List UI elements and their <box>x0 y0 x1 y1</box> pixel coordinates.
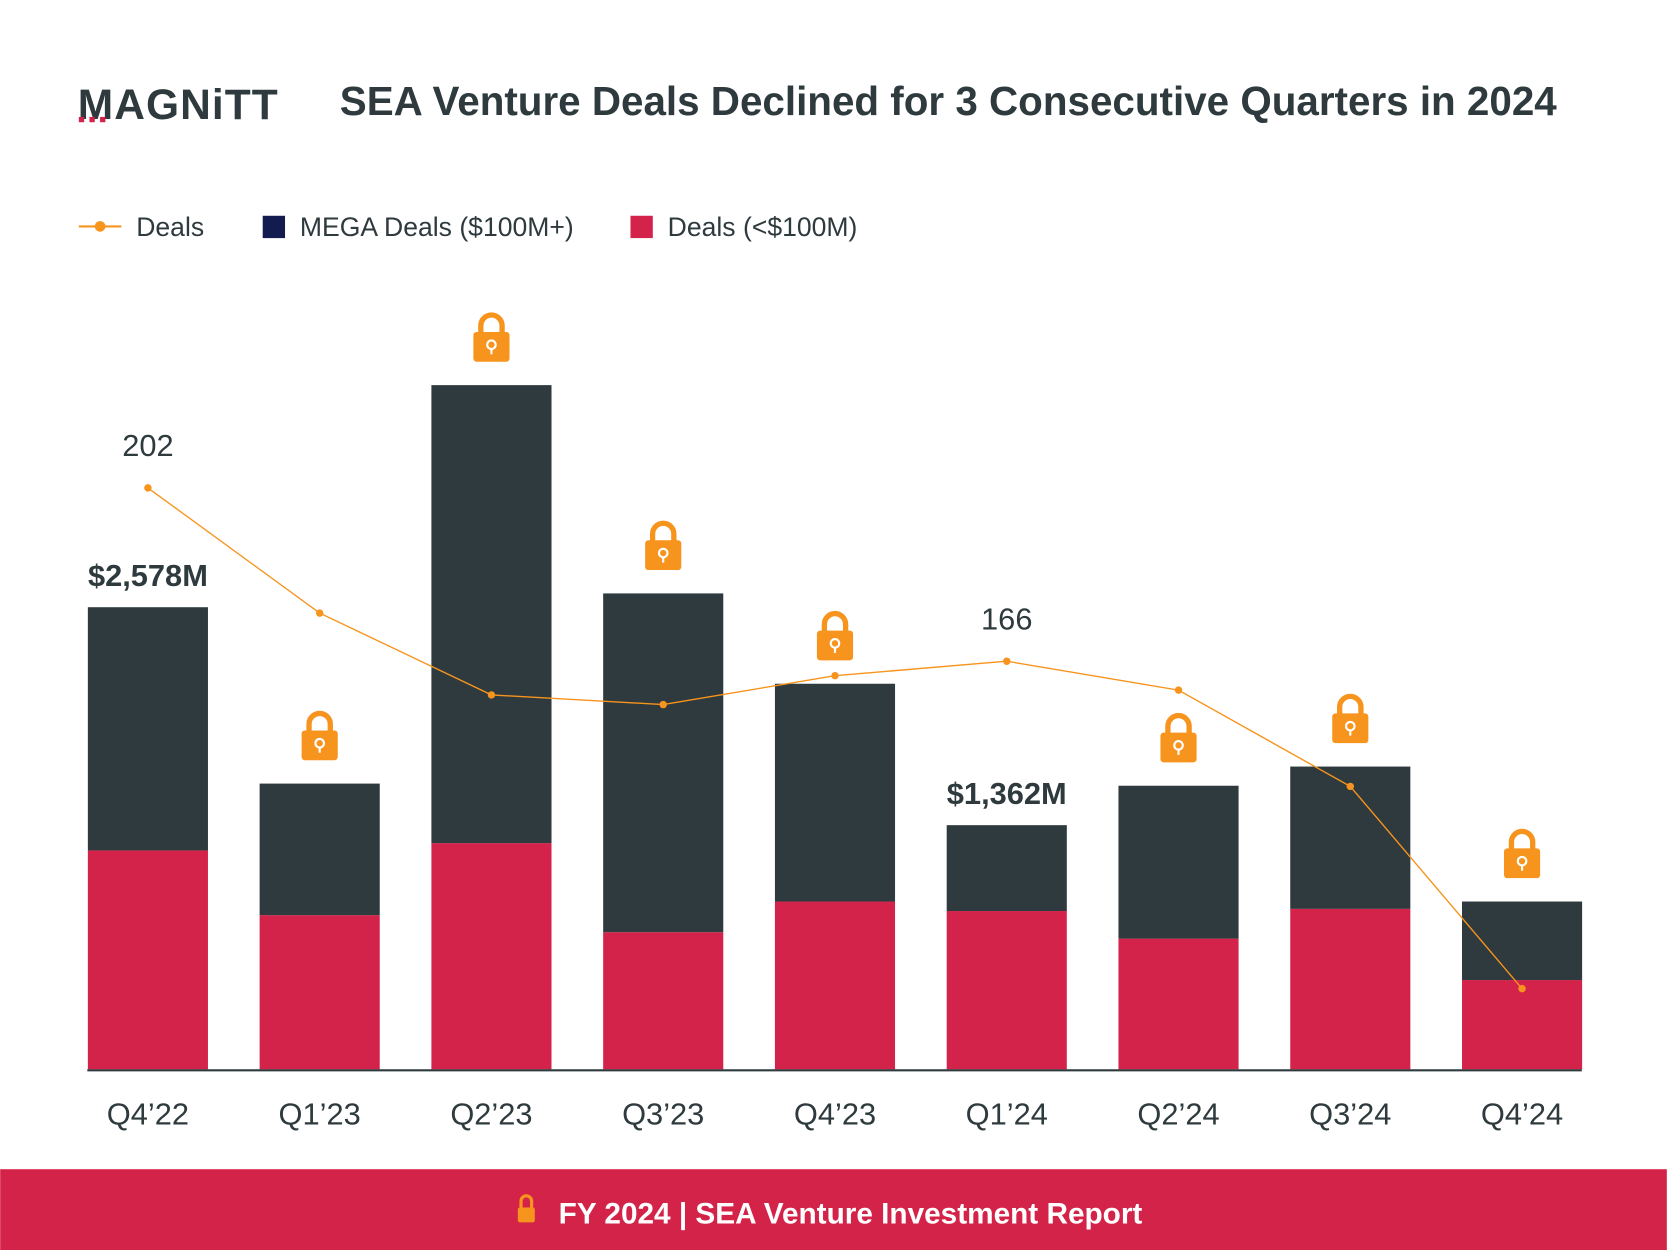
labels: $2,578M $1,362M 202 166 <box>88 312 1541 879</box>
total-value-label: $1,362M <box>947 776 1067 811</box>
lock-icon <box>517 1194 535 1223</box>
deals-point <box>144 484 152 492</box>
total-value-label: $2,578M <box>88 558 208 593</box>
bar-mega-deals <box>946 825 1067 912</box>
bar-mega-deals <box>87 607 208 851</box>
lock-icon <box>816 611 854 661</box>
bar-mega-deals <box>1290 766 1411 909</box>
logo-dot <box>89 116 95 123</box>
x-ticks: Q4’22 Q1’23 Q2’23 Q3’23 Q4’23 Q1’24 Q2’24 Q3’24… <box>107 1097 1563 1132</box>
deals-point <box>659 700 667 709</box>
x-tick-label: Q3’24 <box>1309 1097 1391 1132</box>
legend-small-swatch <box>630 215 653 239</box>
x-tick-label: Q1’23 <box>279 1097 361 1132</box>
bar-mega-deals <box>603 593 724 933</box>
bar-small-deals <box>774 901 896 1070</box>
bar-small-deals <box>87 850 208 1070</box>
logo-dot <box>100 116 106 123</box>
x-tick-label: Q4’24 <box>1481 1097 1563 1132</box>
deals-point <box>1346 782 1355 791</box>
footer-bar <box>0 1169 1667 1250</box>
deals-point <box>831 671 839 680</box>
logo-dot <box>78 116 85 123</box>
deals-point <box>487 691 496 699</box>
bar-mega-deals <box>1118 785 1239 939</box>
lock-icon <box>301 710 338 761</box>
lock-icon <box>473 312 510 362</box>
legend-small: Deals (<$100M) <box>668 212 858 242</box>
chart-title: SEA Venture Deals Declined for 3 Consecu… <box>340 78 1557 124</box>
legend-mega-swatch <box>262 215 286 239</box>
bar-small-deals <box>431 843 552 1070</box>
footer: FY 2024 | SEA Venture Investment Report <box>0 1169 1667 1250</box>
logo-text: MAGNiTT <box>78 82 279 129</box>
bars <box>87 385 1583 1070</box>
bar-small-deals <box>603 932 724 1070</box>
deals-value-label: 202 <box>122 428 173 463</box>
deals-line <box>144 484 1526 993</box>
bar-mega-deals <box>431 385 552 844</box>
bar-mega-deals <box>1462 901 1583 981</box>
bar-small-deals <box>1290 908 1411 1070</box>
x-tick-label: Q3’23 <box>622 1097 704 1132</box>
footer-text: FY 2024 | SEA Venture Investment Report <box>559 1197 1143 1230</box>
deals-point <box>1518 984 1526 993</box>
x-tick-label: Q2’23 <box>450 1097 532 1132</box>
legend-deals: Deals <box>136 212 204 242</box>
deals-point <box>1174 686 1183 694</box>
lock-icon <box>1160 713 1197 763</box>
bar-small-deals <box>946 911 1067 1070</box>
lock-icon <box>645 520 682 571</box>
lock-icon <box>1503 828 1541 879</box>
deals-value-label: 166 <box>981 601 1032 636</box>
legend-mega: MEGA Deals ($100M+) <box>300 212 574 242</box>
bar-mega-deals <box>774 683 896 902</box>
bar-small-deals <box>259 915 380 1070</box>
x-tick-label: Q1’24 <box>966 1097 1048 1132</box>
legend-line-marker <box>94 221 106 232</box>
bar-small-deals <box>1462 980 1583 1070</box>
deals-point <box>1003 657 1011 665</box>
lock-icon <box>1332 693 1369 744</box>
bar-small-deals <box>1118 938 1239 1070</box>
legend: Deals MEGA Deals ($100M+) Deals (<$100M) <box>78 212 858 242</box>
deals-point <box>315 609 324 617</box>
bar-mega-deals <box>259 783 380 916</box>
x-tick-label: Q2’24 <box>1137 1097 1219 1132</box>
x-tick-label: Q4’23 <box>794 1097 876 1132</box>
x-tick-label: Q4’22 <box>107 1097 189 1132</box>
logo: MAGNiTT <box>78 82 279 129</box>
